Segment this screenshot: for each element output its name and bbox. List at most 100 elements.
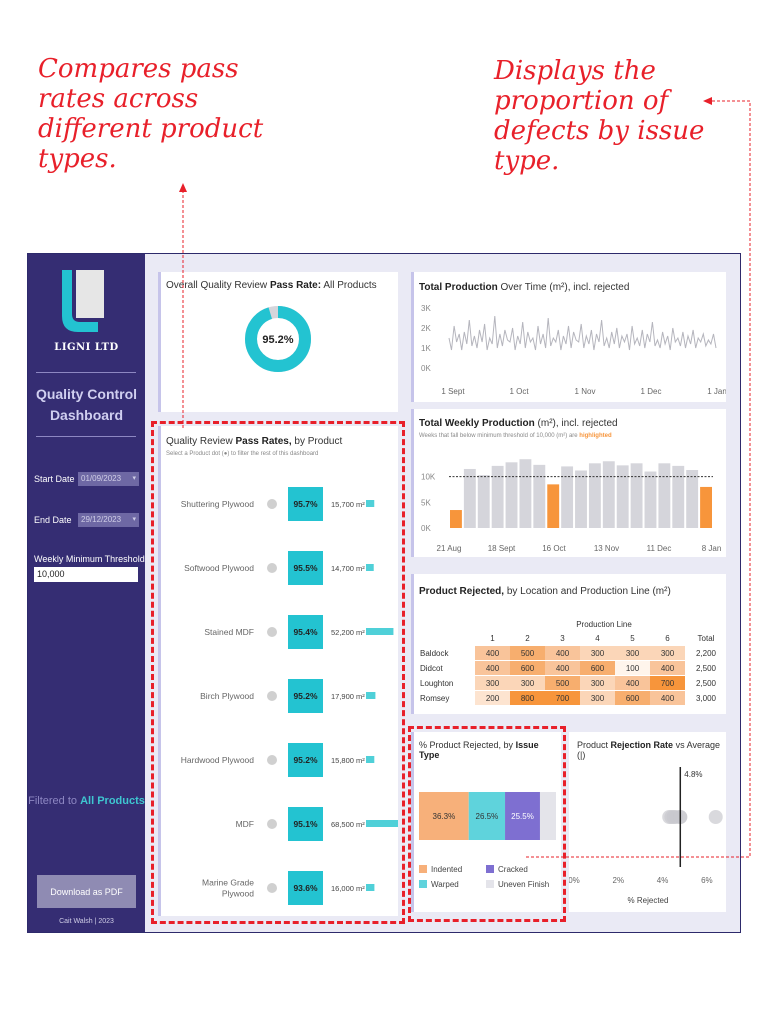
- volume-label: 15,700 m²: [331, 500, 365, 509]
- pass-rate-bar: [288, 743, 323, 777]
- volume-bar: [366, 820, 398, 827]
- product-name-label: Hardwood Plywood: [181, 755, 255, 765]
- volume-bar: [366, 500, 375, 507]
- heatmap-cell-label: 300: [521, 679, 535, 688]
- weekly-bar: [547, 484, 560, 528]
- product-filter-dot[interactable]: [267, 499, 277, 509]
- volume-bar: [366, 628, 394, 635]
- heatmap-cell-label: 300: [591, 649, 605, 658]
- volume-label: 52,200 m²: [331, 628, 365, 637]
- weekly-title: Total Weekly Production (m²), incl. reje…: [419, 418, 618, 429]
- download-pdf-button[interactable]: Download as PDF: [37, 875, 136, 908]
- heatmap-row-label: Loughton: [420, 679, 453, 688]
- donut-pass-arc: [245, 306, 311, 372]
- products-title: Quality Review Pass Rates, by Product: [166, 436, 343, 447]
- volume-bar: [366, 564, 374, 571]
- product-filter-dot[interactable]: [267, 755, 277, 765]
- product-filter-dot[interactable]: [267, 691, 277, 701]
- heatmap-column-label: 4: [595, 634, 600, 643]
- x-axis-label: % Rejected: [628, 896, 669, 905]
- product-filter-dot[interactable]: [267, 563, 277, 573]
- rejection-rate-card: Product Rejection Rate vs Average (|) 4.…: [569, 732, 726, 912]
- y-tick-label: 5K: [421, 498, 431, 507]
- start-date-select[interactable]: 01/09/2023 ▾: [78, 472, 139, 486]
- heatmap-column-label: 3: [560, 634, 565, 643]
- legend-swatch: [419, 880, 427, 888]
- production-time-title: Total Production Over Time (m²), incl. r…: [419, 282, 630, 293]
- heatmap-cell-label: 400: [556, 664, 570, 673]
- x-tick-label: 1 Jan: [707, 387, 726, 396]
- highlight-box-issue-type: [408, 726, 566, 922]
- pass-rate-label: 95.4%: [293, 627, 318, 637]
- product-filter-dot[interactable]: [267, 819, 277, 829]
- weekly-bar: [533, 464, 546, 528]
- weekly-bar: [616, 465, 629, 528]
- issue-segment-label: 26.5%: [476, 812, 499, 821]
- weekly-bar: [686, 469, 699, 528]
- y-tick-label: 3K: [421, 304, 431, 313]
- pass-rate-bar: [288, 487, 323, 521]
- weekly-bar: [463, 468, 476, 528]
- heatmap-column-header: Production Line: [576, 620, 632, 629]
- rejected-table-card: Product Rejected, by Location and Produc…: [411, 574, 726, 714]
- x-tick-label: 8 Jan: [702, 544, 722, 553]
- volume-bar: [366, 756, 375, 763]
- x-tick-label: 13 Nov: [594, 544, 619, 553]
- product-name-label: Shuttering Plywood: [181, 499, 255, 509]
- x-tick-label: 1 Sept: [441, 387, 465, 396]
- heatmap-row-total: 2,500: [696, 679, 717, 688]
- product-filter-dot[interactable]: [267, 627, 277, 637]
- heatmap-column-label: 6: [665, 634, 670, 643]
- x-tick-label: 1 Nov: [575, 387, 596, 396]
- y-tick-label: 1K: [421, 344, 431, 353]
- product-name-label: Softwood Plywood: [184, 563, 254, 573]
- pass-rate-label: 95.5%: [293, 563, 318, 573]
- overall-title: Overall Quality Review Pass Rate: All Pr…: [166, 280, 377, 291]
- heatmap-cell-label: 200: [486, 694, 500, 703]
- heatmap-cell-label: 400: [486, 664, 500, 673]
- highlight-box-pass-rates: [151, 421, 405, 924]
- legend-label: Cracked: [498, 865, 528, 874]
- weekly-bar: [477, 475, 490, 528]
- weekly-bar: [561, 466, 574, 528]
- pass-rate-bar: [288, 871, 323, 905]
- x-tick-label: 18 Sept: [488, 544, 516, 553]
- pass-rate-bar: [288, 807, 323, 841]
- rejected-title: Product Rejected, by Location and Produc…: [419, 586, 671, 597]
- annotation-right: Displays the proportion of defects by is…: [494, 56, 705, 176]
- product-pass-rates-chart: Shuttering Plywood 95.7% 15,700 m² Softwood…: [181, 487, 398, 905]
- weekly-bar: [450, 510, 462, 528]
- pass-rate-label: 95.2%: [293, 755, 318, 765]
- issue-segment-label: 36.3%: [433, 812, 456, 821]
- product-name-label: Stained MDF: [204, 627, 254, 637]
- end-date-select[interactable]: 29/12/2023 ▾: [78, 513, 139, 527]
- product-filter-dot[interactable]: [267, 883, 277, 893]
- weekly-bar: [602, 461, 615, 528]
- heatmap-cell: [475, 646, 510, 660]
- overall-pass-rate-card: Overall Quality Review Pass Rate: All Pr…: [158, 272, 398, 412]
- weekly-bar: [575, 470, 587, 528]
- x-tick-label: 6%: [701, 876, 713, 885]
- weekly-bar: [672, 465, 685, 528]
- pass-rate-bar: [288, 679, 323, 713]
- heatmap-row-label: Didcot: [420, 664, 443, 673]
- product-name-label: Plywood: [222, 889, 254, 899]
- volume-label: 16,000 m²: [331, 884, 365, 893]
- annotation-left: Compares pass rates across different pro…: [38, 54, 264, 174]
- weekly-bar-chart: 10K 5K 0K 21 Aug 18 Sept 16 Oct 13 Nov 11 Dec 8 …: [421, 459, 722, 553]
- heatmap-cell-label: 300: [626, 649, 640, 658]
- weekly-production-card: Total Weekly Production (m²), incl. reje…: [411, 409, 726, 557]
- pass-rate-bar: [288, 551, 323, 585]
- chevron-down-icon: ▾: [132, 516, 136, 523]
- heatmap-row-total: 2,200: [696, 649, 717, 658]
- production-over-time-card: Total Production Over Time (m²), incl. r…: [411, 272, 726, 402]
- heatmap-column-label: 2: [525, 634, 530, 643]
- volume-label: 68,500 m²: [331, 820, 365, 829]
- volume-bar: [366, 692, 376, 699]
- legend-label: Indented: [431, 865, 462, 874]
- product-name-label: MDF: [236, 819, 254, 829]
- volume-label: 14,700 m²: [331, 564, 365, 573]
- dashboard: LIGNI LTD Quality Control Dashboard Star…: [27, 253, 741, 933]
- threshold-input[interactable]: 10,000: [34, 567, 138, 582]
- product-rate-dot[interactable]: [708, 810, 723, 824]
